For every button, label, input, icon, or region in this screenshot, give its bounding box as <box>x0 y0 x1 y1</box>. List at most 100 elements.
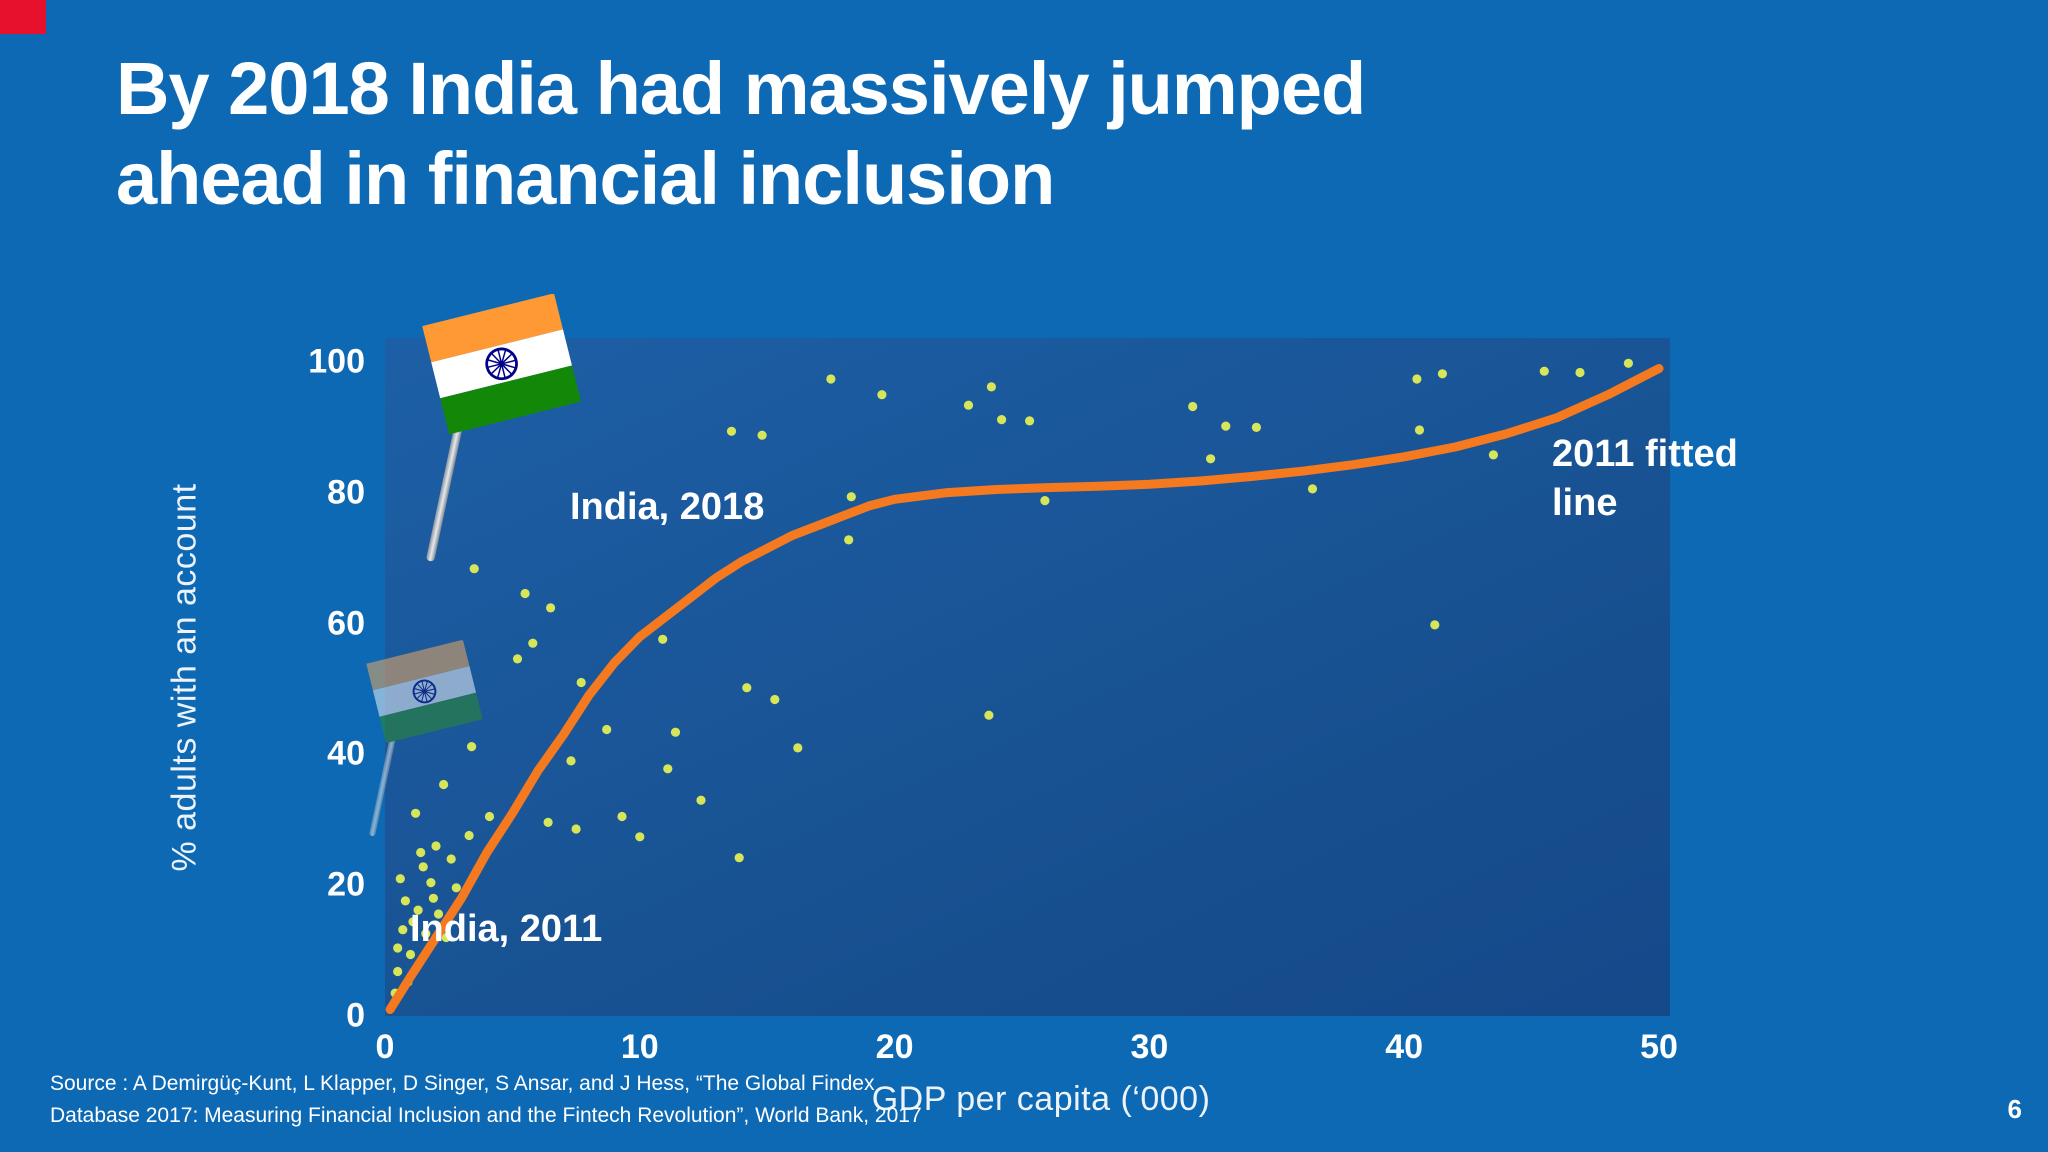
scatter-point <box>408 917 418 927</box>
scatter-point <box>464 830 474 841</box>
y-axis-label-wrap: % adults with an account <box>145 338 225 1016</box>
india-2018-flag-icon <box>408 294 613 573</box>
page-number: 6 <box>2007 1094 2022 1124</box>
scatter-point <box>1623 358 1633 368</box>
scatter-point <box>571 824 581 834</box>
scatter-point <box>844 535 854 545</box>
y-tick-label: 40 <box>327 734 365 773</box>
y-tick-label: 20 <box>327 865 365 904</box>
y-tick-label: 0 <box>346 996 365 1035</box>
x-tick-label: 10 <box>620 1028 659 1066</box>
scatter-point <box>617 811 627 822</box>
source-note: Source : A Demirgüç-Kunt, L Klapper, D S… <box>50 1068 922 1131</box>
scatter-point <box>1307 484 1318 494</box>
scatter-point <box>1488 450 1498 460</box>
scatter-point <box>512 654 523 664</box>
x-tick-label: 40 <box>1385 1028 1424 1066</box>
scatter-point <box>770 694 780 705</box>
scatter-point <box>421 929 431 939</box>
source-note-line1: Source : A Demirgüç-Kunt, L Klapper, D S… <box>50 1072 875 1095</box>
y-axis-label: % adults with an account <box>165 482 204 872</box>
plot-svg <box>385 358 1664 1014</box>
scatter-point <box>528 638 538 648</box>
scatter-point <box>413 905 423 915</box>
scatter-point <box>428 893 438 903</box>
scatter-point <box>393 966 403 977</box>
scatter-point <box>426 878 436 888</box>
scatter-point <box>826 374 836 384</box>
scatter-point <box>1412 374 1422 384</box>
scatter-point <box>433 909 444 919</box>
x-tick-label: 20 <box>875 1028 914 1066</box>
scatter-point <box>1539 366 1549 376</box>
scatter-point <box>467 742 477 752</box>
scatter-point <box>635 832 645 842</box>
scatter-point <box>1025 416 1035 426</box>
x-tick-label: 30 <box>1130 1028 1169 1066</box>
scatter-point <box>984 710 994 720</box>
scatter-point <box>393 943 403 953</box>
annotation-fitted-line: 2011 fitted line <box>1552 433 1738 525</box>
scatter-point <box>1221 421 1231 431</box>
corner-red-mark <box>0 0 46 34</box>
scatter-point <box>451 883 461 893</box>
annotation-india-2011: India, 2011 <box>410 908 603 950</box>
scatter-point <box>439 779 449 790</box>
scatter-point <box>405 949 416 960</box>
annotation-india-2018: India, 2018 <box>570 486 765 528</box>
scatter-point <box>986 382 997 392</box>
slide-title-line2: ahead in financial inclusion <box>116 137 1055 221</box>
x-axis-label: GDP per capita (‘000) <box>871 1080 1211 1118</box>
scatter-point <box>734 853 744 863</box>
y-tick-label: 80 <box>327 473 365 512</box>
india-2011-flag-icon <box>356 640 506 845</box>
scatter-point <box>1040 496 1050 506</box>
scatter-point <box>670 727 681 737</box>
scatter-point <box>757 430 767 440</box>
scatter-point <box>846 492 856 502</box>
scatter-point <box>1251 422 1261 432</box>
fitted-line-path <box>385 364 1664 1014</box>
source-note-line2: Database 2017: Measuring Financial Inclu… <box>50 1103 922 1127</box>
scatter-point <box>469 564 479 574</box>
scatter-point <box>1575 367 1585 378</box>
scatter-point <box>602 724 612 735</box>
scatter-point <box>1437 369 1447 379</box>
scatter-point <box>696 795 706 805</box>
y-tick-label: 60 <box>327 604 365 643</box>
scatter-point <box>997 415 1007 425</box>
scatter-point <box>793 743 803 753</box>
scatter-point <box>963 400 974 410</box>
slide-title: By 2018 India had massively jumped ahead… <box>116 44 1366 225</box>
scatter-point <box>441 932 451 943</box>
scatter-point <box>742 683 752 693</box>
scatter-point <box>726 426 737 436</box>
slide-title-line1: By 2018 India had massively jumped <box>116 47 1366 130</box>
chart-area: GDP per capita (‘000) % adults with an a… <box>166 338 1678 1118</box>
scatter-point <box>1188 401 1198 412</box>
scatter-point <box>484 811 495 822</box>
scatter-point <box>566 756 576 766</box>
scatter-point <box>400 896 410 906</box>
scatter-point <box>395 874 405 884</box>
scatter-point <box>416 847 426 858</box>
scatter-point <box>1430 620 1440 630</box>
scatter-point <box>1414 425 1425 435</box>
scatter-point <box>1206 454 1216 464</box>
y-tick-label: 100 <box>308 342 365 381</box>
scatter-point <box>663 764 673 774</box>
scatter-point <box>658 634 668 644</box>
x-tick-label: 50 <box>1640 1028 1678 1066</box>
scatter-point <box>418 862 428 872</box>
scatter-point <box>411 808 421 818</box>
scatter-point <box>431 841 441 851</box>
scatter-point <box>398 925 408 935</box>
scatter-point <box>877 390 887 400</box>
scatter-point <box>576 677 586 688</box>
x-tick-label: 0 <box>375 1028 395 1066</box>
scatter-point <box>543 817 553 827</box>
scatter-point <box>446 854 456 864</box>
scatter-point <box>520 588 530 599</box>
scatter-point <box>546 603 556 613</box>
